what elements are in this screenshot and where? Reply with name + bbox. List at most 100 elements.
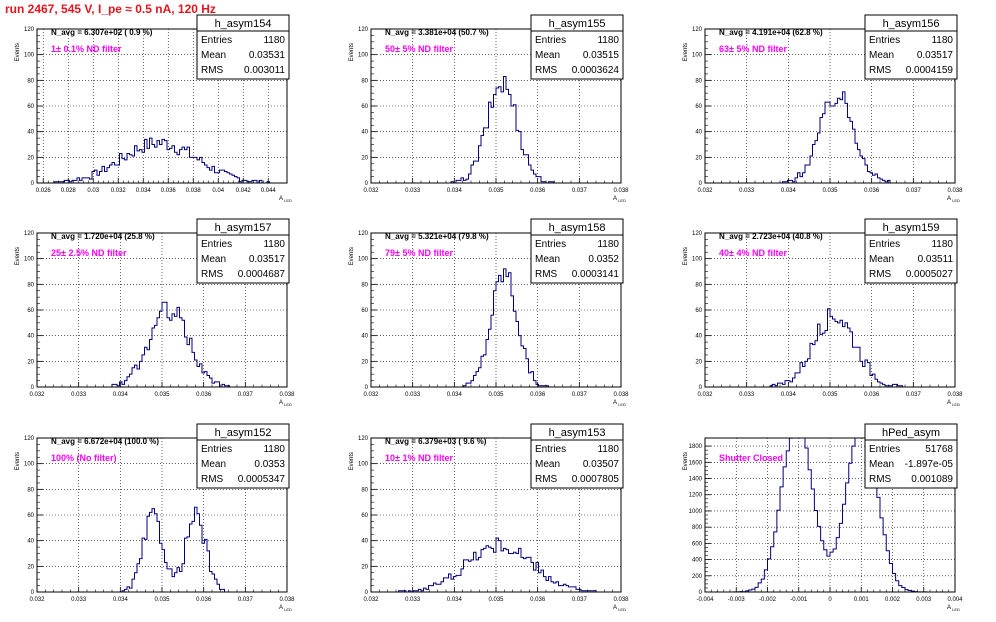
y-tick-label: 40 (695, 334, 702, 340)
y-tick-label: 100 (24, 257, 35, 263)
y-tick-label: 0 (31, 590, 35, 596)
x-tick-label: 0.037 (572, 188, 588, 194)
stats-label: RMS (201, 474, 224, 485)
y-tick-label: 0 (31, 181, 35, 187)
y-tick-label: 20 (695, 155, 702, 161)
histogram-series (371, 537, 621, 593)
x-tick-label: 0.036 (196, 597, 212, 603)
y-tick-label: 60 (361, 513, 368, 519)
y-tick-label: 20 (695, 359, 702, 365)
histogram-panel-h_asym158: 0.032 0.033 0.034 0.035 0.036 0.037 0.038 0 20 40… (349, 218, 629, 407)
x-tick-label: 0.035 (822, 392, 838, 398)
x-tick-label: 0.044 (261, 188, 277, 194)
x-tick-label: 0.028 (61, 188, 77, 194)
x-tick-label: 0.032 (697, 188, 713, 194)
stats-box (196, 218, 290, 284)
y-tick-label: 120 (24, 27, 35, 33)
stats-title: h_asym157 (215, 222, 272, 234)
y-tick-label: 60 (27, 513, 34, 519)
stats-label: Mean (201, 254, 226, 265)
histogram-series (705, 437, 955, 593)
x-tick-label: 0.026 (36, 188, 52, 194)
x-tick-label: 0.037 (238, 597, 254, 603)
y-tick-label: 120 (692, 27, 703, 33)
x-tick-label: 0.002 (885, 597, 901, 603)
y-tick-label: 200 (692, 574, 703, 580)
stats-label: Mean (201, 50, 226, 61)
x-tick-label: 0.033 (739, 392, 755, 398)
page-title: run 2467, 545 V, I_pe ≈ 0.5 nA, 120 Hz (5, 2, 216, 16)
y-tick-label: 80 (361, 487, 368, 493)
y-tick-label: 100 (692, 257, 703, 263)
x-tick-label: 0.036 (864, 188, 880, 194)
stats-value: 1180 (597, 35, 619, 46)
y-tick-label: 60 (361, 104, 368, 110)
stats-title: h_asym154 (215, 18, 272, 30)
x-tick-label: 0.038 (613, 188, 629, 194)
y-tick-label: 1200 (689, 493, 703, 499)
stats-label: Mean (869, 50, 894, 61)
y-tick-label: 100 (24, 53, 35, 59)
x-tick-label: 0.037 (238, 392, 254, 398)
x-tick-label: 0.034 (781, 392, 797, 398)
histogram-series (371, 268, 621, 388)
x-tick-label: 0.036 (530, 597, 546, 603)
y-tick-label: 60 (695, 104, 702, 110)
y-tick-label: 20 (361, 359, 368, 365)
stats-box (864, 14, 958, 80)
x-tick-label: 0.038 (613, 597, 629, 603)
stats-value: 1180 (597, 444, 619, 455)
stats-label: Entries (869, 444, 900, 455)
y-tick-label: 20 (361, 564, 368, 570)
y-tick-label: 80 (27, 487, 34, 493)
y-axis-label: Events (15, 452, 21, 470)
y-tick-label: 100 (358, 462, 369, 468)
x-tick-label: 0.033 (405, 188, 421, 194)
x-tick-label: 0.035 (822, 188, 838, 194)
x-tick-label: 0.034 (781, 188, 797, 194)
y-axis-label: Events (349, 452, 355, 470)
x-axis-label: A LED (947, 605, 960, 612)
stats-label: RMS (201, 269, 224, 280)
stats-label: Mean (535, 254, 560, 265)
stats-label: Entries (201, 239, 232, 250)
stats-label: Entries (535, 35, 566, 46)
stats-value: 51768 (925, 444, 953, 455)
stats-box (196, 14, 290, 80)
y-tick-label: 100 (692, 53, 703, 59)
y-tick-label: 0 (699, 181, 703, 187)
stats-label: Entries (535, 239, 566, 250)
stats-value: 0.001089 (911, 474, 953, 485)
navg-label: N_avg = 6.379e+03 ( 9.6 %) (385, 437, 487, 446)
y-tick-label: 80 (27, 282, 34, 288)
x-axis-label: A LED (279, 400, 292, 407)
x-tick-label: 0.03 (87, 188, 99, 194)
y-tick-label: 40 (27, 334, 34, 340)
stats-value: 0.0352 (588, 254, 619, 265)
x-tick-label: 0.037 (572, 392, 588, 398)
y-tick-label: 0 (365, 590, 369, 596)
y-tick-label: 1800 (689, 444, 703, 450)
y-tick-label: 40 (361, 130, 368, 136)
navg-label: N_avg = 4.191e+04 (62.8 %) (719, 28, 823, 37)
y-tick-label: 40 (361, 334, 368, 340)
y-tick-label: 20 (27, 564, 34, 570)
y-tick-label: 0 (699, 590, 703, 596)
stats-label: Entries (201, 35, 232, 46)
stats-value: 0.03517 (917, 50, 954, 61)
x-tick-label: 0.034 (447, 597, 463, 603)
stats-label: RMS (535, 269, 558, 280)
y-tick-label: 20 (27, 359, 34, 365)
stats-value: 0.03531 (249, 50, 286, 61)
stats-value: -1.897e-05 (905, 459, 954, 470)
navg-label: N_avg = 2.723e+04 (40.8 %) (719, 232, 823, 241)
y-tick-label: 20 (27, 155, 34, 161)
filter-annotation: 1± 0.1% ND filter (51, 44, 122, 54)
y-tick-label: 80 (361, 78, 368, 84)
stats-box (530, 14, 624, 80)
x-tick-label: 0.035 (154, 597, 170, 603)
stats-value: 0.0003141 (572, 269, 620, 280)
x-tick-label: 0.032 (29, 597, 45, 603)
filter-annotation: 25± 2.5% ND filter (51, 248, 127, 258)
y-tick-label: 20 (361, 155, 368, 161)
